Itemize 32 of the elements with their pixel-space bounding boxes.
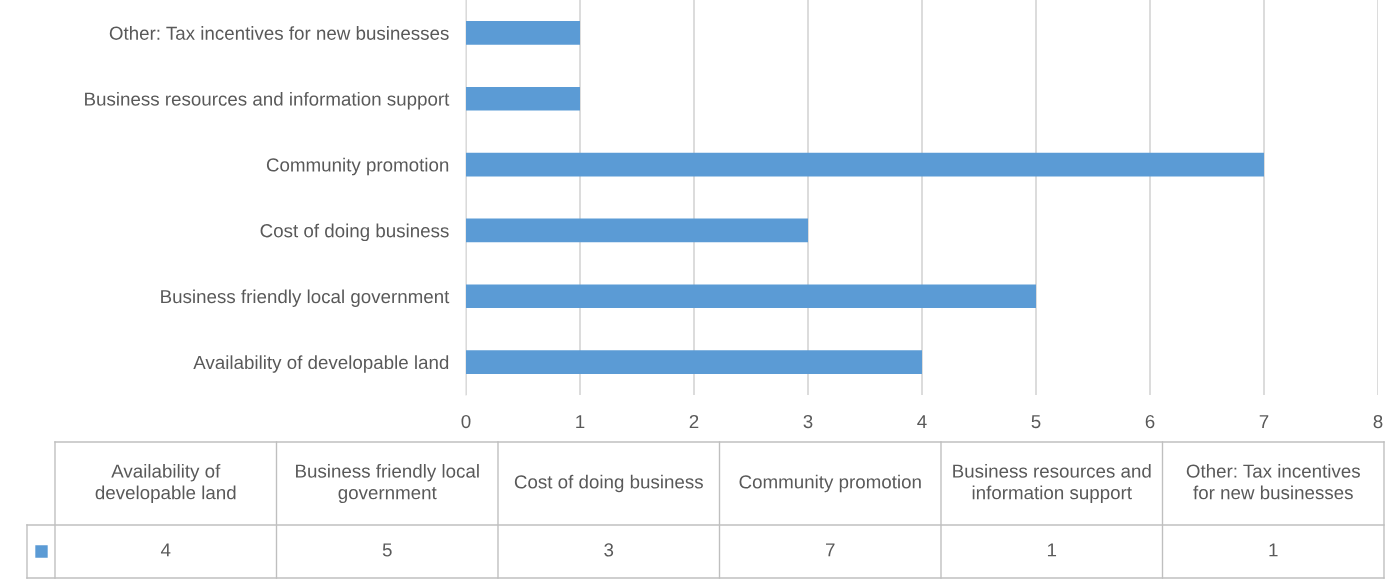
category-label: Business resources and information support xyxy=(953,463,1151,504)
x-tick-label: 7 xyxy=(1259,415,1269,429)
bar xyxy=(466,284,1036,309)
data-label: 7 xyxy=(826,543,835,557)
bar xyxy=(466,152,1264,177)
bar xyxy=(466,218,808,243)
category-label: Other: Tax incentives for new businesses xyxy=(1186,463,1360,500)
bar xyxy=(466,21,580,45)
y-tick-label: Business friendly local government xyxy=(161,289,450,307)
bar xyxy=(466,86,580,111)
data-label: 1 xyxy=(1047,543,1057,557)
y-tick-label: Business resources and information support xyxy=(85,91,450,110)
x-tick-label: 0 xyxy=(461,414,471,429)
x-tick-label: 2 xyxy=(689,414,699,429)
y-tick-label: Cost of doing business xyxy=(260,223,449,242)
x-tick-label: 4 xyxy=(917,415,927,429)
y-tick-label: Other: Tax incentives for new businesses xyxy=(109,26,449,40)
category-label: Cost of doing business xyxy=(514,474,703,493)
x-tick-label: 5 xyxy=(1031,415,1041,429)
data-label: 5 xyxy=(382,543,392,557)
x-tick-label: 3 xyxy=(803,414,813,429)
y-tick-label: Community promotion xyxy=(266,157,449,176)
x-tick-label: 8 xyxy=(1373,414,1383,429)
x-tick-label: 6 xyxy=(1145,414,1155,429)
category-label: Business friendly local government xyxy=(296,463,479,504)
data-label: 1 xyxy=(1269,543,1278,557)
x-tick-label: 1 xyxy=(576,415,585,429)
category-label: Community promotion xyxy=(739,474,921,493)
data-label: 4 xyxy=(160,543,171,557)
data-label: 3 xyxy=(604,543,614,557)
bar xyxy=(466,350,922,374)
y-tick-label: Availability of developable land xyxy=(193,355,449,373)
